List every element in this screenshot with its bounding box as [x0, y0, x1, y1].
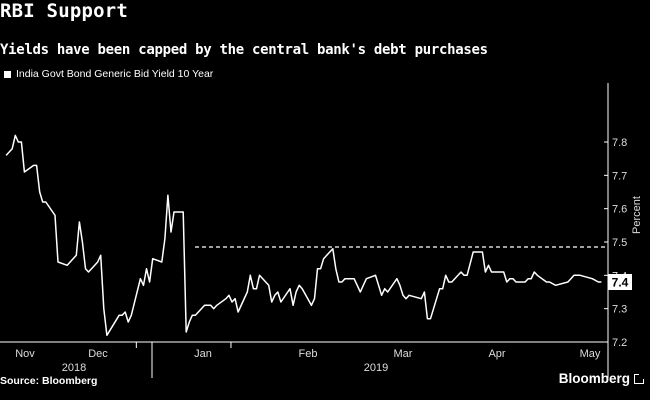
- y-tick-label: 7.3: [612, 304, 627, 316]
- brand-name: Bloomberg: [558, 371, 630, 386]
- x-tick-label: Mar: [394, 348, 413, 360]
- series-line: [5, 134, 602, 337]
- y-tick-label: 7.8: [612, 137, 627, 149]
- y-tick-label: 7.7: [612, 170, 627, 182]
- y-axis-label: Percent: [631, 196, 643, 234]
- last-value-box: [608, 274, 632, 291]
- x-tick-label: May: [580, 348, 601, 360]
- x-tick-label: Dec: [88, 348, 108, 360]
- x-year-label: 2018: [62, 362, 86, 374]
- x-tick-label: Feb: [299, 348, 318, 360]
- y-tick-label: 7.6: [612, 204, 627, 216]
- legend-swatch: [4, 70, 11, 78]
- x-year-label: 2019: [364, 362, 388, 374]
- legend-label: India Govt Bond Generic Bid Yield 10 Yea…: [16, 68, 214, 80]
- chart-subtitle: Yields have been capped by the central b…: [0, 42, 488, 58]
- source-note: Source: Bloomberg: [0, 375, 98, 387]
- brand-icon: [634, 373, 644, 384]
- y-tick-label: 7.5: [612, 237, 627, 249]
- x-tick-label: Apr: [488, 348, 505, 360]
- last-value-label: 7.4: [612, 276, 629, 290]
- y-tick-label: 7.2: [612, 337, 627, 349]
- brand-logo: Bloomberg: [559, 371, 644, 386]
- x-tick-label: Nov: [15, 348, 35, 360]
- chart-title: RBI Support: [0, 0, 129, 22]
- legend: India Govt Bond Generic Bid Yield 10 Yea…: [0, 68, 213, 80]
- x-tick-label: Jan: [194, 348, 212, 360]
